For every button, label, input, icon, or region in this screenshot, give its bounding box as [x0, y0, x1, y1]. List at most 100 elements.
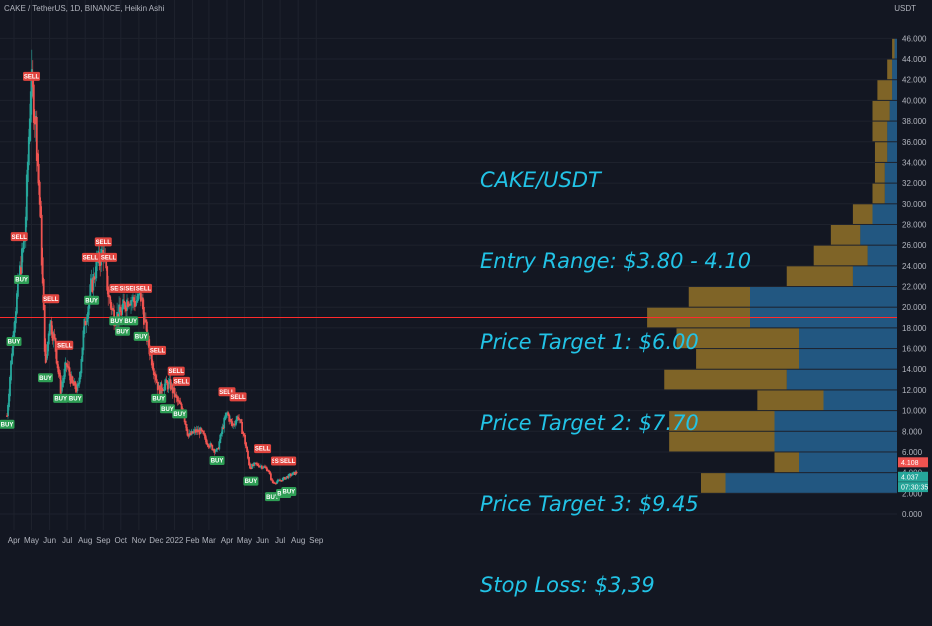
volume-bar-down — [874, 162, 885, 183]
signal-badge — [115, 326, 131, 336]
volume-bar-up — [894, 38, 897, 59]
signal-badge — [10, 232, 28, 242]
signal-text: SELL — [24, 74, 40, 80]
signal-badge — [109, 316, 125, 326]
y-tick-label: 14.000 — [902, 365, 927, 374]
volume-bar-up — [860, 224, 897, 245]
x-tick-label: Mar — [202, 536, 216, 545]
signal-badge — [279, 456, 297, 466]
sell-signal: SELL — [81, 252, 99, 262]
signal-text: SELL — [110, 286, 126, 292]
signal-text: BUY — [69, 397, 82, 403]
volume-bar-up — [799, 349, 897, 369]
signal-text: SELL — [280, 459, 296, 465]
volume-bar-down — [872, 121, 888, 142]
annotation-line: Price Target 1: $6.00 — [480, 330, 699, 354]
signal-text: BUY — [152, 397, 165, 403]
y-tick-label: 28.000 — [902, 220, 927, 229]
volume-bar-up — [823, 390, 897, 411]
y-tick-label: 10.000 — [902, 407, 927, 416]
buy-signal: BUY — [159, 404, 175, 414]
volume-bar-down — [786, 266, 853, 287]
volume-bar-up — [887, 121, 897, 142]
annotation-line: CAKE/USDT — [480, 168, 601, 192]
signal-text: BUY — [211, 459, 224, 465]
y-tick-label: 24.000 — [902, 262, 927, 271]
signal-badge — [172, 409, 188, 419]
signal-badge — [6, 337, 22, 347]
sell-signal: SELL — [23, 71, 41, 81]
volume-profile — [647, 38, 897, 493]
sell-signal: SELL — [279, 456, 297, 466]
signal-badge — [123, 316, 139, 326]
volume-bar-down — [676, 328, 799, 349]
x-tick-label: Aug — [291, 536, 305, 545]
volume-bar-down — [757, 390, 824, 411]
signal-text: SELL — [125, 286, 141, 292]
buy-signal: BUY — [67, 393, 83, 403]
x-tick-label: Sep — [309, 536, 324, 545]
volume-bar-up — [872, 204, 897, 224]
buy-signal: BUY — [133, 331, 149, 341]
symbol-title[interactable]: CAKE / TetherUS, 1D, BINANCE, Heikin Ash… — [4, 4, 165, 13]
time-axis[interactable]: Apr May Jun Jul Aug Sep Oct Nov Dec 2022 Feb Mar Apr… — [8, 536, 324, 545]
y-tick-label: 8.000 — [902, 427, 923, 436]
signal-text: SELL — [12, 235, 28, 241]
volume-bar-up — [892, 80, 897, 100]
buy-signal: BUY — [281, 486, 297, 496]
signal-text: BUY — [173, 412, 186, 418]
signal-badge — [254, 444, 272, 454]
signal-text: BUY — [85, 298, 98, 304]
buy-signal: BUY — [123, 316, 139, 326]
signal-text: BUY — [135, 334, 148, 340]
price-chart[interactable]: BUYBUYSELLBUYSELLBUYSELLBUYSELLBUYSELLBU… — [0, 0, 932, 550]
buy-signal: BUY — [14, 275, 30, 285]
buy-signal: BUY — [6, 337, 22, 347]
signal-badge — [281, 486, 297, 496]
buy-signal: BUY — [53, 393, 69, 403]
signal-text: BUY — [54, 397, 67, 403]
signal-labels: BUYBUYSELLBUYSELLBUYSELLBUYSELLBUYSELLBU… — [0, 71, 297, 502]
y-tick-label: 38.000 — [902, 117, 927, 126]
signal-text: BUY — [245, 479, 258, 485]
signal-text: SELL — [96, 240, 112, 246]
volume-bar-up — [750, 287, 897, 307]
signal-badge — [172, 376, 190, 386]
signal-badge — [229, 392, 247, 402]
volume-bar-down — [872, 100, 890, 121]
sell-signal: SELL — [94, 237, 112, 247]
signal-badge — [42, 294, 60, 304]
volume-bar-up — [867, 245, 897, 266]
y-tick-label: 22.000 — [902, 283, 927, 292]
signal-text: SELL — [57, 343, 73, 349]
signal-badge — [151, 393, 167, 403]
price-tag — [898, 482, 928, 493]
signal-text: BUY — [39, 376, 52, 382]
sell-signal: SELL — [167, 366, 185, 376]
volume-bar-down — [696, 349, 799, 369]
x-tick-label: Apr — [8, 536, 21, 545]
price-axis[interactable]: 0.0002.0004.0006.0008.00010.00012.00014.… — [897, 0, 932, 550]
price-tag-text: 4.108 — [901, 460, 919, 467]
signal-badge — [133, 331, 149, 341]
volume-bar-up — [884, 162, 897, 183]
buy-signal: BUY — [209, 455, 225, 465]
sell-signal: SELL — [100, 252, 118, 262]
x-tick-label: Nov — [132, 536, 146, 545]
price-tag-text: 4.037 — [901, 474, 919, 481]
volume-bar-up — [799, 452, 897, 473]
sell-signal: SELL — [172, 376, 190, 386]
volume-bar-down — [892, 38, 895, 59]
volume-bar-down — [830, 224, 861, 245]
x-tick-label: Apr — [221, 536, 234, 545]
volume-bar-down — [688, 287, 750, 307]
signal-badge — [167, 366, 185, 376]
buy-signal: BUY — [84, 295, 100, 305]
x-tick-label: May — [237, 536, 252, 545]
trade-plan-annotation[interactable]: CAKE/USDT Entry Range: $3.80 - 4.10 Pric… — [480, 113, 751, 626]
buy-signal: BUY — [115, 326, 131, 336]
price-tags: 4.108 4.037 07:30:35 — [898, 457, 928, 493]
volume-bar-down — [874, 142, 888, 162]
up-candles — [7, 49, 297, 485]
y-tick-label: 16.000 — [902, 345, 927, 354]
